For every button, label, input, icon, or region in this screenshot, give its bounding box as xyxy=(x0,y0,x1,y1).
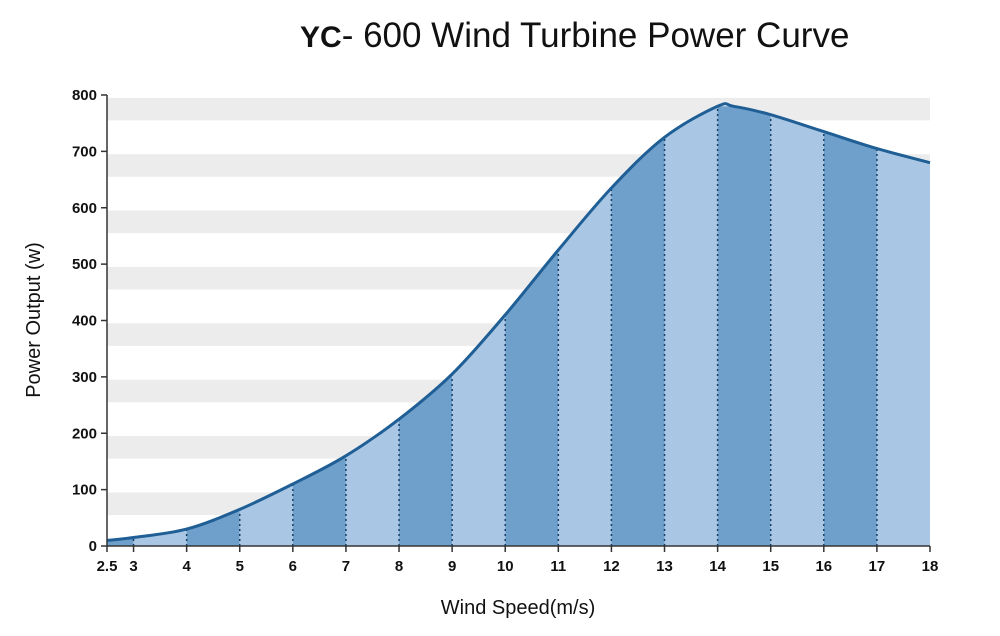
area-strip xyxy=(452,314,506,546)
y-tick-label: 600 xyxy=(72,200,97,217)
x-tick-label: 16 xyxy=(815,558,832,575)
grid-band xyxy=(107,97,930,121)
x-ticks: 2.5 3 4 5 6 7 8 9 10 11 12 13 14 15 16 17 18 xyxy=(97,546,939,575)
y-tick-label: 700 xyxy=(72,143,97,160)
area-fill xyxy=(107,106,930,547)
x-tick-label: 7 xyxy=(342,558,350,575)
x-tick-label: 9 xyxy=(448,558,456,575)
area-strip xyxy=(186,509,240,546)
x-tick-label: 14 xyxy=(709,558,726,575)
y-axis-label: Power Output (w) xyxy=(23,242,45,398)
y-tick-label: 800 xyxy=(72,87,97,104)
area-strip xyxy=(505,250,559,546)
chart-title-main: - 600 Wind Turbine Power Curve xyxy=(341,16,850,55)
x-tick-label: 4 xyxy=(182,558,191,575)
area-strip xyxy=(664,106,718,547)
power-curve-line xyxy=(106,102,931,542)
y-tick-label: 100 xyxy=(72,482,97,499)
x-tick-label: 10 xyxy=(497,558,514,575)
y-tick-label: 0 xyxy=(89,538,97,555)
x-tick-label: 3 xyxy=(129,558,137,575)
x-tick-label: 6 xyxy=(289,558,297,575)
x-tick-label: 12 xyxy=(603,558,620,575)
chart-title: YC- 600 Wind Turbine Power Curve xyxy=(0,16,1000,56)
x-axis-label: Wind Speed(m/s) xyxy=(441,597,596,619)
vertical-gridlines xyxy=(132,106,878,546)
area-strip xyxy=(345,419,400,546)
x-tick-label: 5 xyxy=(236,558,244,575)
area-strip xyxy=(611,137,665,547)
chart-title-prefix: YC xyxy=(300,21,342,54)
x-tick-label: 15 xyxy=(762,558,779,575)
x-tick-label: 13 xyxy=(656,558,673,575)
area-strip xyxy=(770,114,824,546)
area-strip xyxy=(239,484,293,546)
y-tick-label: 200 xyxy=(72,425,97,442)
area-strip xyxy=(399,374,453,546)
x-tick-label: 17 xyxy=(869,558,886,575)
x-tick-label: 8 xyxy=(395,558,403,575)
y-tick-label: 500 xyxy=(72,256,97,273)
x-tick-label: 18 xyxy=(922,558,939,575)
y-tick-label: 400 xyxy=(72,313,97,330)
area-strip xyxy=(558,188,612,546)
x-tick-label: 11 xyxy=(550,558,566,575)
area-strip xyxy=(717,106,771,547)
area-strip xyxy=(823,131,877,546)
y-tick-label: 300 xyxy=(72,369,97,386)
area-strip xyxy=(876,148,930,546)
x-tick-label: 2.5 xyxy=(97,558,118,575)
y-ticks: 0 100 200 300 400 500 600 700 800 xyxy=(72,87,107,555)
